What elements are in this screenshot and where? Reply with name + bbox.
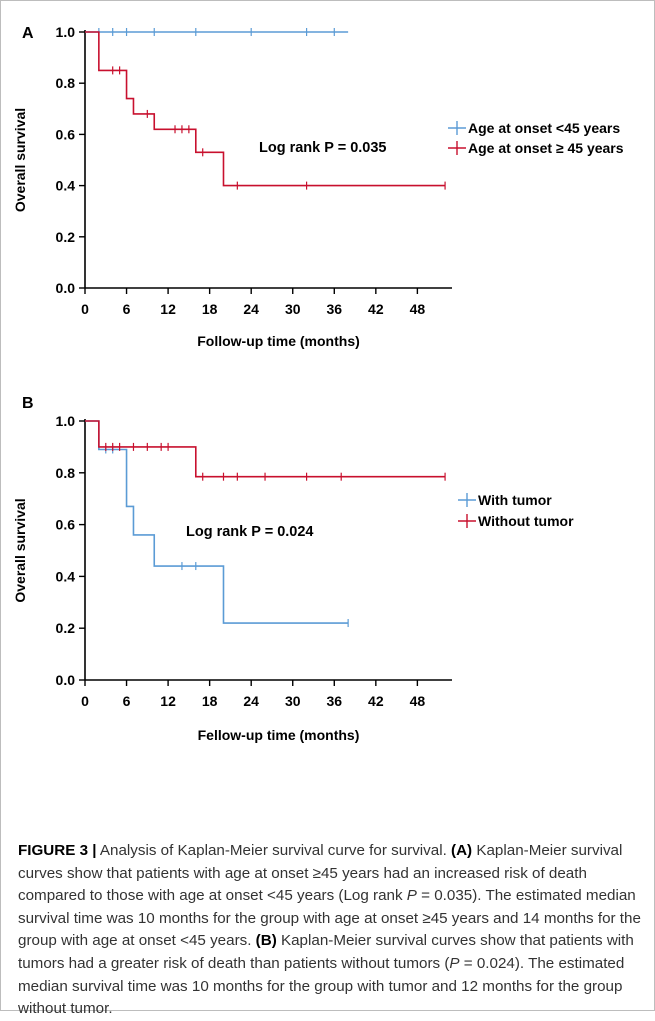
x-tick-label: 48	[410, 301, 426, 317]
log-rank-annotation: Log rank P = 0.035	[259, 140, 386, 156]
x-tick-label: 12	[160, 693, 176, 709]
y-tick-label: 1.0	[56, 24, 76, 40]
legend-label: Age at onset ≥ 45 years	[468, 140, 624, 156]
caption-intro: Analysis of Kaplan-Meier survival curve …	[96, 842, 452, 859]
survival-curve	[85, 420, 446, 478]
survival-curve	[85, 420, 349, 624]
x-tick-label: 0	[81, 693, 89, 709]
y-tick-label: 0.6	[56, 517, 76, 533]
y-tick-label: 0.4	[56, 568, 76, 584]
y-axis-label: Overall survival	[12, 108, 28, 212]
caption-a-p: P	[406, 887, 417, 905]
caption-a-text-2: = 0.035). The estimated median survival …	[18, 887, 641, 950]
chart-panel-b: B 0.0 0.2 0.4 0.6 0.8 1.0 0 6 12 18 24 30 36 42 48 Fello…	[12, 395, 574, 743]
x-tick-label: 30	[285, 301, 301, 317]
y-tick-label: 0.2	[56, 229, 76, 245]
x-tick-label: 12	[160, 301, 176, 317]
x-tick-label: 42	[368, 301, 384, 317]
x-tick-label: 6	[123, 693, 131, 709]
y-tick-label: 0.6	[56, 126, 76, 142]
legend-label: Without tumor	[478, 513, 574, 529]
y-tick-label: 0.0	[56, 672, 76, 688]
panel-label: B	[22, 395, 34, 412]
x-axis-label: Follow-up time (months)	[197, 333, 360, 349]
legend-entry: Age at onset ≥ 45 years	[448, 140, 624, 156]
caption-a-text-1: Kaplan-Meier survival curves show that p…	[18, 842, 623, 905]
y-axis-label: Overall survival	[12, 498, 28, 602]
survival-curve	[85, 31, 446, 187]
y-tick-label: 0.4	[56, 178, 76, 194]
chart-panel-a: A 0.0 0.2 0.4 0.6 0.8 1.0 0 6 12 18 24 30 36 42 48 Follo…	[12, 24, 624, 349]
x-tick-label: 0	[81, 301, 89, 317]
y-tick-label: 0.8	[56, 465, 76, 481]
figure-caption: FIGURE 3 | Analysis of Kaplan-Meier surv…	[18, 840, 643, 1021]
x-tick-label: 42	[368, 693, 384, 709]
caption-b-text-1: Kaplan-Meier survival curves show that p…	[18, 932, 634, 972]
series-1	[85, 420, 446, 481]
legend-entry: Without tumor	[458, 513, 574, 529]
legend-entry: With tumor	[458, 492, 552, 508]
log-rank-annotation: Log rank P = 0.024	[186, 524, 313, 540]
x-tick-label: 24	[243, 693, 259, 709]
figure-charts: A 0.0 0.2 0.4 0.6 0.8 1.0 0 6 12 18 24 30 36 42 48 Follo…	[12, 24, 624, 743]
panel-label: A	[22, 25, 34, 42]
series-1	[85, 31, 446, 190]
x-tick-label: 36	[326, 693, 342, 709]
y-tick-label: 0.8	[56, 75, 76, 91]
x-tick-label: 6	[123, 301, 131, 317]
x-tick-label: 30	[285, 693, 301, 709]
x-tick-label: 18	[202, 693, 218, 709]
caption-b-p: P	[449, 954, 460, 972]
legend-entry: Age at onset <45 years	[448, 120, 620, 136]
x-tick-label: 18	[202, 301, 218, 317]
caption-a-label: (A)	[451, 842, 473, 859]
x-axis-label: Fellow-up time (months)	[198, 727, 360, 743]
y-tick-label: 1.0	[56, 413, 76, 429]
legend-label: Age at onset <45 years	[468, 120, 620, 136]
caption-label: FIGURE 3 |	[18, 842, 97, 859]
x-tick-label: 48	[410, 693, 426, 709]
x-tick-label: 36	[326, 301, 342, 317]
y-tick-label: 0.0	[56, 280, 76, 296]
x-tick-label: 24	[243, 301, 259, 317]
legend-label: With tumor	[478, 492, 552, 508]
y-tick-label: 0.2	[56, 620, 76, 636]
series-0	[85, 28, 349, 36]
caption-b-label: (B)	[255, 932, 277, 950]
